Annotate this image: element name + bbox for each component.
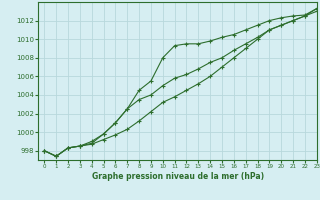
X-axis label: Graphe pression niveau de la mer (hPa): Graphe pression niveau de la mer (hPa) bbox=[92, 172, 264, 181]
